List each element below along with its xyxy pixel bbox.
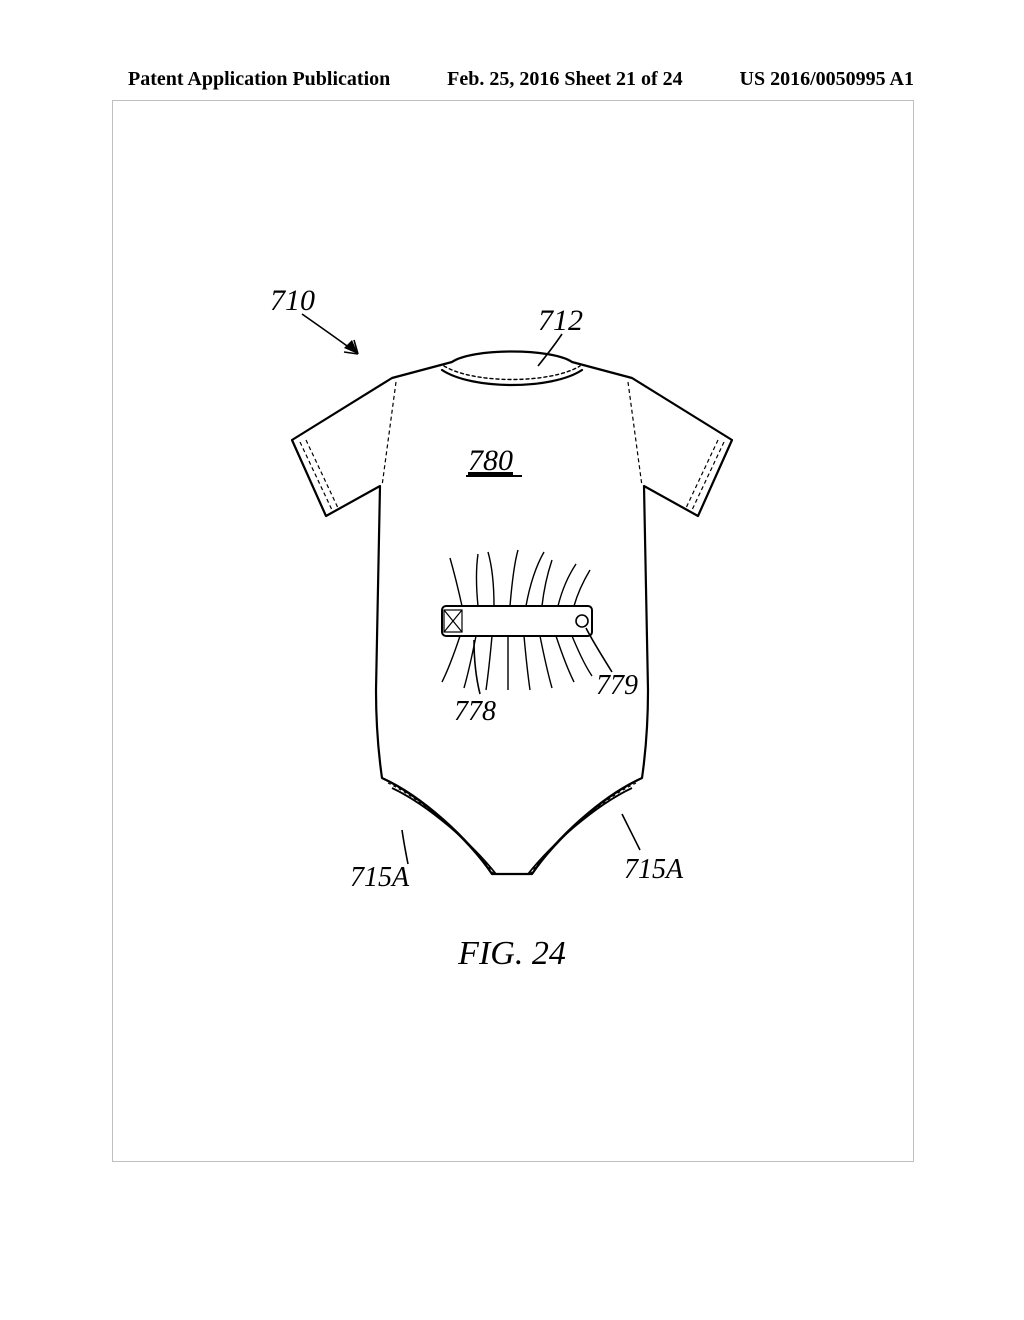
neck-band-inner	[442, 370, 582, 385]
body-outline	[292, 352, 732, 875]
right-sleeve-stitch-2	[686, 440, 718, 508]
page: Patent Application Publication Feb. 25, …	[0, 0, 1024, 1320]
left-sleeve-hem	[292, 440, 326, 516]
tab-left-hatch	[444, 610, 462, 632]
right-sleeve-stitch-1	[692, 442, 724, 510]
lead-lines	[302, 314, 640, 864]
figure-24: 710 712 780 778 779 715A 715A	[192, 290, 832, 930]
lead-778	[474, 640, 480, 694]
header-center: Feb. 25, 2016 Sheet 21 of 24	[447, 68, 683, 91]
left-shoulder-seam	[382, 382, 396, 486]
left-sleeve-stitch-1	[300, 442, 332, 510]
ref-780: 780	[468, 444, 513, 477]
right-shoulder-seam	[628, 382, 642, 486]
ref-715a-left: 715A	[350, 862, 410, 893]
figure-wrap: 710 712 780 778 779 715A 715A FIG. 24	[0, 290, 1024, 973]
left-sleeve-stitch-2	[306, 440, 338, 508]
lead-712	[538, 334, 562, 366]
tab-snap	[576, 615, 588, 627]
lead-715a-right	[622, 814, 640, 850]
neck-stitch	[444, 366, 580, 380]
garment-outline	[292, 352, 732, 875]
ref-715a-right: 715A	[624, 854, 684, 885]
ref-778: 778	[454, 696, 496, 727]
page-header: Patent Application Publication Feb. 25, …	[128, 68, 914, 91]
ref-779: 779	[596, 670, 638, 701]
cinch-assembly	[442, 550, 592, 690]
lead-779	[586, 628, 612, 672]
right-leg-band-inner	[528, 788, 632, 874]
gathers-lower	[442, 636, 592, 690]
header-left: Patent Application Publication	[128, 68, 390, 91]
lead-715a-left	[402, 830, 408, 864]
right-leg-band-stitch	[530, 783, 636, 874]
gathers-upper	[450, 550, 590, 606]
tab-rect	[442, 606, 592, 636]
right-sleeve-hem	[698, 440, 732, 516]
ref-712: 712	[538, 304, 583, 337]
leg-bindings	[382, 778, 642, 874]
ref-710: 710	[270, 290, 315, 317]
figure-caption: FIG. 24	[0, 935, 1024, 973]
left-leg-band-outer	[382, 778, 492, 874]
header-right: US 2016/0050995 A1	[740, 68, 914, 91]
left-leg-band-stitch	[388, 783, 494, 874]
